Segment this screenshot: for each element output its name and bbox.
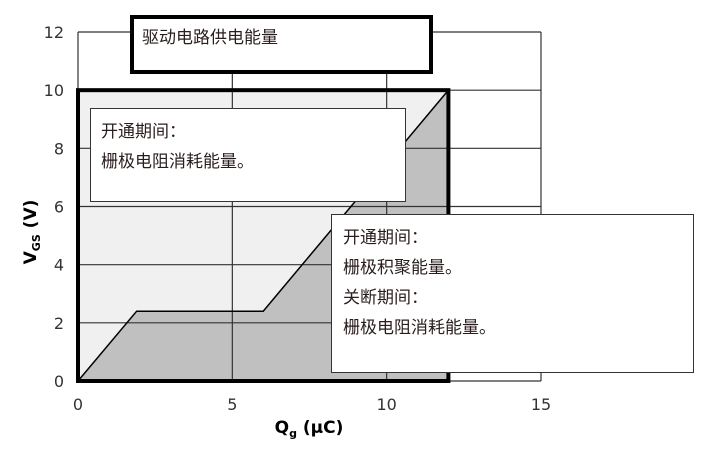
note-line: 关断期间：: [343, 288, 428, 308]
y-tick-label: 8: [54, 139, 64, 158]
y-tick-label: 10: [44, 81, 64, 100]
y-tick-label: 0: [54, 372, 64, 391]
x-tick-label: 5: [227, 395, 237, 414]
note-line: 驱动电路供电能量: [142, 28, 278, 48]
y-axis-label: VGS (V): [21, 200, 43, 265]
note-line: 栅极电阻消耗能量。: [101, 152, 254, 172]
supply-energy-note: 驱动电路供电能量: [130, 15, 433, 74]
y-tick-label: 12: [44, 23, 64, 42]
gate-stored-energy-note: 开通期间： 栅极积聚能量。 关断期间： 栅极电阻消耗能量。: [331, 214, 694, 373]
x-tick-label: 0: [73, 395, 83, 414]
note-line: 开通期间：: [101, 122, 186, 142]
note-line: 开通期间：: [343, 228, 428, 248]
x-tick-label: 10: [376, 395, 396, 414]
gate-resistor-energy-note: 开通期间： 栅极电阻消耗能量。: [90, 108, 406, 202]
x-axis-label: Qg (µC): [275, 418, 344, 440]
x-tick-label: 15: [531, 395, 551, 414]
y-tick-label: 4: [54, 256, 64, 275]
y-tick-label: 2: [54, 314, 64, 333]
y-tick-label: 6: [54, 198, 64, 217]
note-line: 栅极电阻消耗能量。: [343, 318, 496, 338]
note-line: 栅极积聚能量。: [343, 258, 462, 278]
